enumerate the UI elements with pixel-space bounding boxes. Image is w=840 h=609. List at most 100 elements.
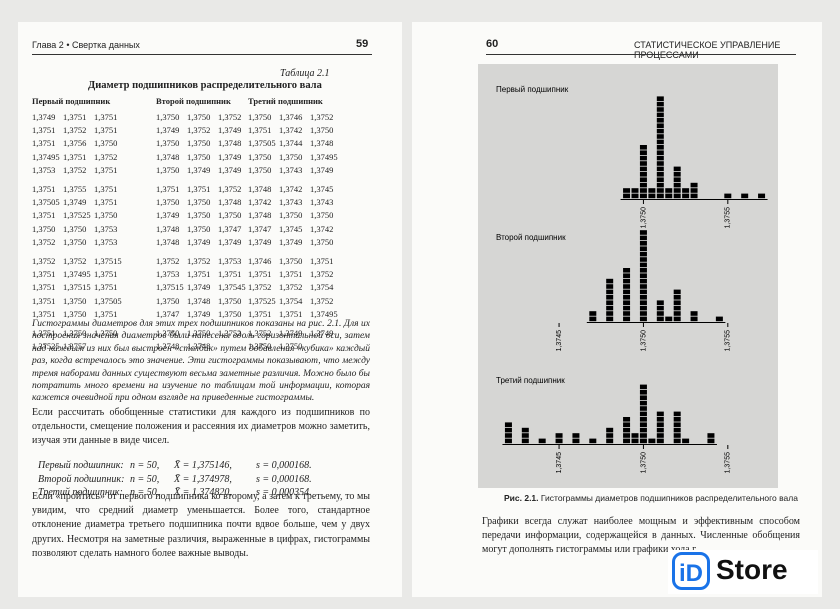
- table-cell: 1,3753: [32, 164, 56, 175]
- table-cell: 1,37515: [156, 282, 184, 293]
- histogram-cube: [623, 188, 631, 193]
- table-cell: 1,3751: [94, 197, 118, 208]
- histogram-cube: [648, 188, 656, 193]
- histogram-stack: [639, 230, 647, 322]
- histogram-cube: [665, 188, 673, 193]
- histogram-cube: [623, 273, 631, 278]
- histogram-cube: [673, 177, 681, 182]
- table-cell: 1,3750: [63, 295, 87, 306]
- table-cell: 1,37525: [63, 210, 91, 221]
- table-cell: 1,3751: [248, 269, 272, 280]
- histogram-stack: [538, 438, 546, 444]
- histogram-cube: [623, 278, 631, 284]
- stat-label: Третий подшипник:: [38, 487, 123, 498]
- table-cell: 1,3752: [63, 164, 87, 175]
- histogram-cube: [623, 289, 631, 295]
- table-cell: 1,3752: [32, 256, 56, 266]
- histogram-cube: [673, 438, 681, 444]
- table-cell: 1,3750: [218, 210, 242, 221]
- histogram-cube: [673, 300, 681, 305]
- table-cell: 1,3748: [156, 223, 180, 234]
- histogram-stack: [623, 417, 631, 444]
- histogram-stack: [572, 433, 580, 444]
- stat-mean: X̄ = 1,374820,: [174, 487, 232, 498]
- histogram-cube: [656, 417, 664, 422]
- table-cell: 1,3751: [310, 256, 334, 266]
- column-header: Второй подшипник: [156, 96, 231, 106]
- table-cell: 1,3752: [156, 256, 180, 266]
- histogram-cube: [690, 193, 698, 199]
- table-cell: 1,3749: [187, 164, 211, 175]
- histogram-cube: [656, 96, 664, 101]
- table-cell: 1,3756: [63, 138, 87, 149]
- histogram-cube: [639, 246, 647, 251]
- histogram-cube: [623, 316, 631, 322]
- table-cell: 1,3751: [156, 184, 180, 194]
- left-page: Глава 2 • Свертка данных 59 Таблица 2.1 …: [18, 22, 402, 597]
- x-tick-label: 1,3750: [640, 452, 647, 474]
- x-tick-label: 1,3755: [725, 207, 732, 229]
- histogram-cube: [656, 139, 664, 145]
- histogram-cube: [656, 427, 664, 433]
- histogram-cube: [606, 284, 614, 289]
- table-cell: 1,3749: [218, 125, 242, 136]
- stat-label: Второй подшипник:: [38, 473, 125, 485]
- table-cell: 1,3750: [248, 151, 272, 162]
- histogram-cube: [589, 311, 597, 316]
- figure: Первый подшипник 1,3750 1,3755 Второй подши…: [478, 64, 778, 488]
- histogram-cube: [521, 438, 529, 444]
- histogram-cube: [682, 193, 690, 199]
- table-cell: 1,3748: [156, 236, 180, 247]
- table-cell: 1,3751: [32, 328, 56, 338]
- histogram-cube: [572, 433, 580, 438]
- table-cell: 1,3754: [310, 282, 334, 293]
- logo-text: Store: [716, 554, 788, 585]
- table-cell: 1,37495: [32, 151, 60, 162]
- table-cell: 1,3750: [187, 210, 211, 221]
- histogram-cube: [690, 311, 698, 316]
- table-cell: 1,3747: [248, 223, 272, 234]
- caption-text: Гистограммы диаметров подшипников распре…: [540, 493, 798, 503]
- histogram-cube: [639, 427, 647, 433]
- table-cell: 1,3750: [310, 210, 334, 221]
- table-cell: 1,3752: [218, 112, 242, 122]
- histogram-cube: [639, 284, 647, 289]
- histogram-cube: [623, 422, 631, 427]
- table-cell: 1,3750: [248, 164, 272, 175]
- table-cell: 1,3752: [279, 282, 303, 293]
- histogram-cube: [623, 433, 631, 438]
- histogram-cube: [639, 411, 647, 417]
- histogram-cube: [555, 433, 563, 438]
- histogram-cube: [673, 311, 681, 316]
- table-cell: 1,3748: [187, 295, 211, 306]
- histogram-stack: [656, 300, 664, 322]
- panel-label: Второй подшипник: [496, 233, 566, 242]
- histogram-stack: [673, 289, 681, 322]
- histogram-cube: [623, 311, 631, 316]
- histogram-cube: [639, 289, 647, 295]
- paragraph: Графики всегда служат наиболее мощным и …: [482, 516, 800, 556]
- histogram-stack: [682, 438, 690, 444]
- histogram-cube: [639, 262, 647, 268]
- table-cell: 1,3749: [187, 282, 211, 293]
- table-cell: 1,3750: [156, 197, 180, 208]
- table-cell: 1,3755: [63, 184, 87, 194]
- histogram-cube: [656, 112, 664, 118]
- table-cell: 1,3751: [32, 210, 56, 221]
- caption: Рис. 2.1. Гистограммы диаметров подшипни…: [504, 493, 798, 503]
- table-cell: 1,3750: [310, 236, 334, 247]
- table-cell: 1,3751: [32, 308, 56, 319]
- table-cell: 1,3751: [248, 308, 272, 319]
- histogram-stack: [715, 316, 723, 322]
- histogram-cube: [639, 251, 647, 257]
- histogram-cube: [639, 155, 647, 161]
- table-cell: 1,3749: [218, 236, 242, 247]
- running-head: Глава 2 • Свертка данных: [32, 40, 140, 50]
- table-cell: 1,37495: [63, 269, 91, 280]
- histogram-cube: [504, 422, 512, 427]
- histogram-cube: [656, 134, 664, 139]
- logo-icon: iD: [672, 552, 710, 590]
- table-cell: 1,3751: [279, 269, 303, 280]
- histogram-cube: [656, 177, 664, 182]
